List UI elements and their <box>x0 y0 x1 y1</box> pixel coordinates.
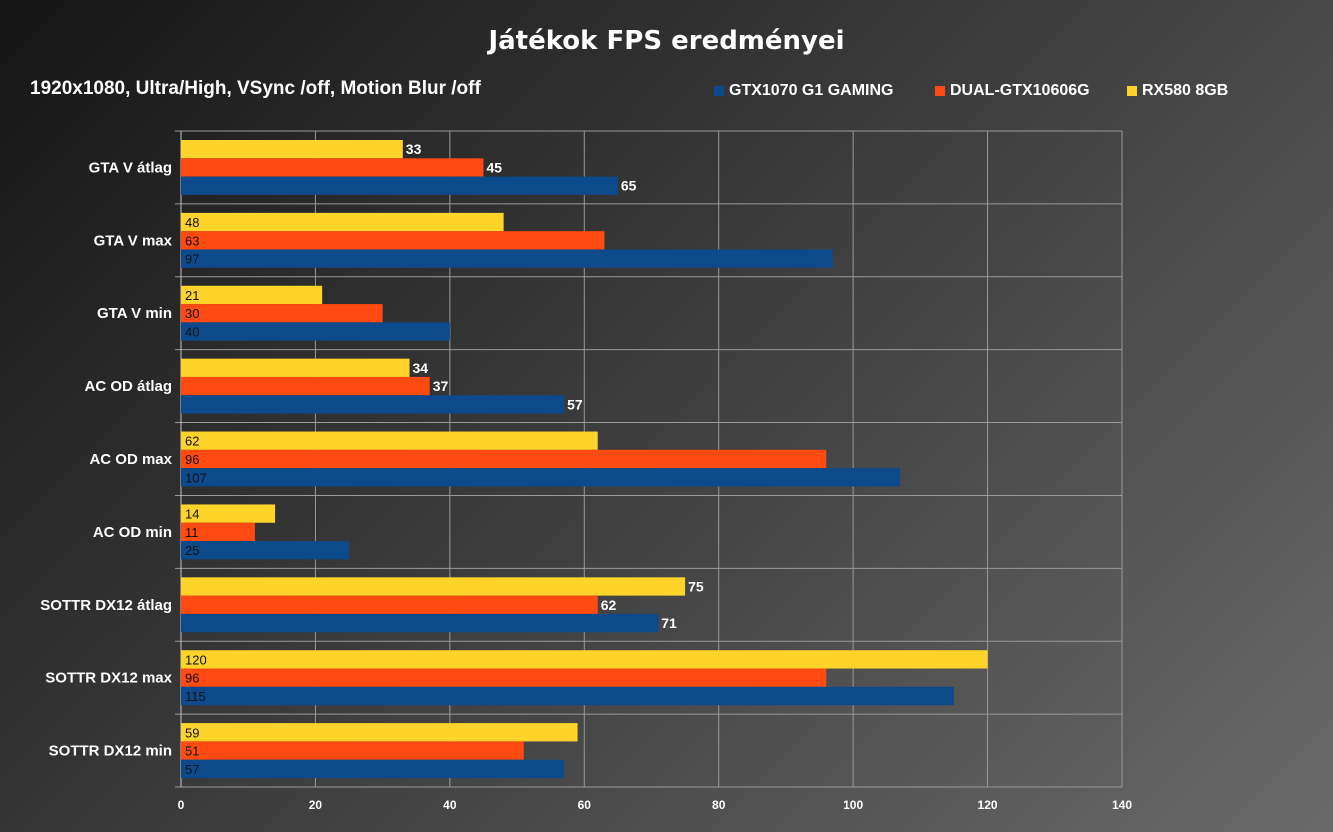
bar <box>181 376 430 396</box>
legend-item-gtx1060: DUAL-GTX10606G <box>935 82 1090 100</box>
bar <box>181 176 618 195</box>
bar <box>181 358 410 377</box>
legend-label-rx580: RX580 8GB <box>1142 82 1229 99</box>
data-label: 45 <box>486 159 502 175</box>
data-label: 57 <box>185 762 199 777</box>
bar <box>181 158 484 177</box>
data-label: 96 <box>185 452 199 467</box>
data-label: 120 <box>185 652 207 667</box>
data-label: 71 <box>661 615 677 631</box>
bar <box>181 304 383 323</box>
data-label: 30 <box>185 306 199 321</box>
bar <box>181 395 565 414</box>
bar <box>181 759 565 779</box>
bar <box>181 504 276 523</box>
category-label: AC OD átlag <box>84 378 172 395</box>
data-label: 33 <box>406 141 422 157</box>
x-tick-label: 100 <box>843 798 863 812</box>
category-label: AC OD max <box>89 451 172 468</box>
bar <box>181 668 827 687</box>
category-label: SOTTR DX12 átlag <box>40 597 172 614</box>
bar <box>181 449 827 469</box>
data-label: 34 <box>413 360 429 376</box>
bar <box>181 595 598 614</box>
x-tick-label: 80 <box>712 798 726 812</box>
legend-item-gtx1070: GTX1070 G1 GAMING <box>714 82 894 100</box>
legend-swatch-gtx1070 <box>714 86 724 96</box>
data-label: 115 <box>185 689 206 704</box>
data-label: 57 <box>567 396 583 412</box>
data-label: 62 <box>601 597 617 613</box>
x-tick-label: 60 <box>578 798 592 812</box>
data-label: 21 <box>185 288 199 303</box>
category-label: GTA V átlag <box>89 159 172 176</box>
bar <box>181 322 450 341</box>
legend-swatch-rx580 <box>1127 86 1137 96</box>
legend-item-rx580: RX580 8GB <box>1127 82 1228 100</box>
legend-label-gtx1060: DUAL-GTX10606G <box>950 82 1090 99</box>
x-tick-label: 140 <box>1112 798 1132 812</box>
category-label: GTA V min <box>97 305 172 322</box>
bar <box>181 686 954 706</box>
bar <box>181 212 504 232</box>
bar <box>181 741 524 760</box>
bar <box>181 650 988 669</box>
data-label: 65 <box>621 178 637 194</box>
bar <box>181 541 350 560</box>
data-label: 62 <box>185 434 199 449</box>
bar <box>181 723 578 742</box>
x-tick-label: 20 <box>309 798 323 812</box>
data-label: 11 <box>185 525 199 540</box>
bar <box>181 468 901 487</box>
bar <box>181 613 659 633</box>
legend-label-gtx1070: GTX1070 G1 GAMING <box>729 82 894 99</box>
chart-subtitle: 1920x1080, Ultra/High, VSync /off, Motio… <box>30 78 481 99</box>
data-label: 75 <box>688 578 704 594</box>
x-tick-label: 40 <box>443 798 457 812</box>
data-label: 40 <box>185 325 199 340</box>
category-label: SOTTR DX12 min <box>49 743 172 760</box>
data-label: 63 <box>185 233 199 248</box>
data-label: 14 <box>185 507 199 522</box>
bar <box>181 249 833 268</box>
chart-title: Játékok FPS eredményei <box>488 26 845 56</box>
legend-swatch-gtx1060 <box>935 86 945 96</box>
data-label: 51 <box>185 744 199 759</box>
data-label: 37 <box>433 378 449 394</box>
data-label: 59 <box>185 725 199 740</box>
bar <box>181 285 323 305</box>
category-label: GTA V max <box>94 232 173 249</box>
data-label: 107 <box>185 470 207 485</box>
data-label: 25 <box>185 543 199 558</box>
data-label: 48 <box>185 215 199 230</box>
category-label: AC OD min <box>93 524 172 541</box>
bar <box>181 231 605 250</box>
x-tick-label: 120 <box>978 798 998 812</box>
x-tick-label: 0 <box>178 798 185 812</box>
bar <box>181 522 255 542</box>
bar <box>181 577 686 596</box>
bar <box>181 139 403 159</box>
category-label: SOTTR DX12 max <box>45 670 172 687</box>
data-label: 96 <box>185 671 199 686</box>
bar <box>181 431 598 450</box>
data-label: 97 <box>185 252 199 267</box>
